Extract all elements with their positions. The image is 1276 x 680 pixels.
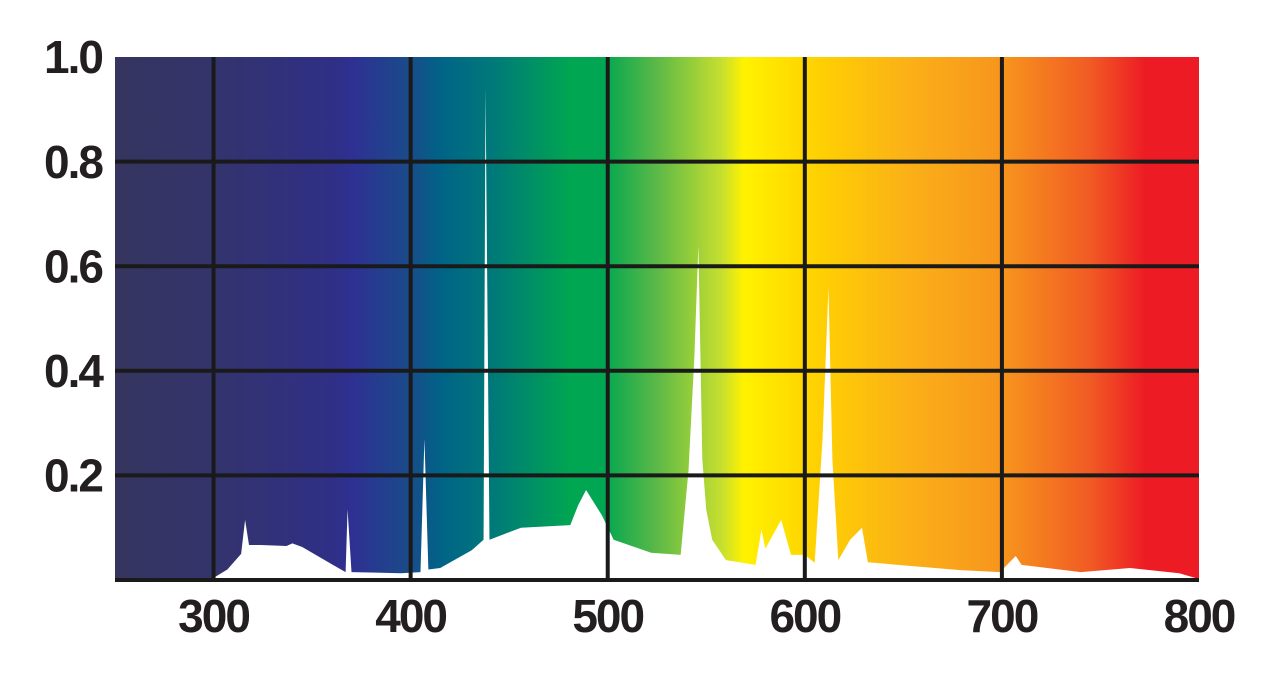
x-tick-label: 800: [1164, 590, 1235, 642]
x-tick-label: 300: [178, 590, 249, 642]
y-tick-label: 0.4: [44, 345, 104, 397]
x-tick-label: 400: [375, 590, 446, 642]
y-tick-label: 1.0: [44, 31, 102, 83]
spectrum-background: [115, 57, 1199, 580]
y-tick-label: 0.2: [44, 450, 102, 502]
x-tick-label: 500: [572, 590, 643, 642]
x-tick-label: 700: [967, 590, 1038, 642]
x-tick-label: 600: [769, 590, 840, 642]
y-tick-label: 0.6: [44, 240, 102, 292]
y-tick-label: 0.8: [44, 136, 103, 188]
